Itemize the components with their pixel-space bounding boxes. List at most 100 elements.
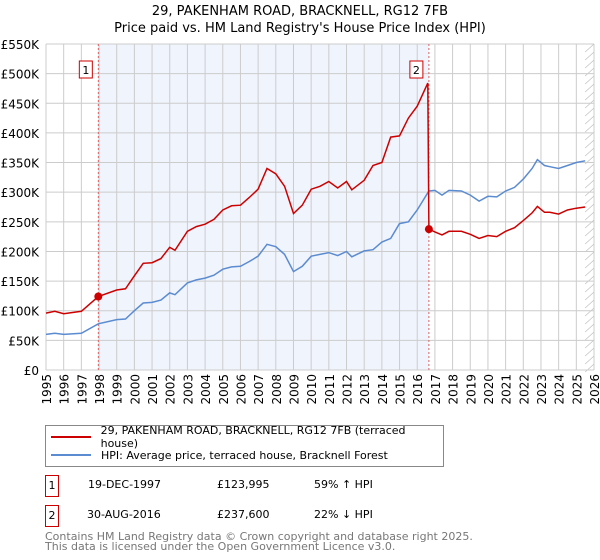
x-tick-label: 2014 — [376, 374, 390, 405]
x-tick-label: 2022 — [517, 374, 531, 405]
y-tick-label: £50K — [8, 334, 40, 348]
y-tick-label: £150K — [1, 275, 41, 289]
x-tick-label: 2002 — [164, 374, 178, 405]
forecast-region — [585, 44, 594, 370]
y-tick-label: £100K — [1, 305, 41, 319]
sale-price: £237,600 — [217, 508, 270, 521]
x-tick-label: 2000 — [128, 374, 142, 405]
hatch-line — [584, 83, 595, 93]
price-paid-line — [45, 82, 586, 315]
x-tick-label: 2003 — [181, 374, 195, 405]
legend-label: 29, PAKENHAM ROAD, BRACKNELL, RG12 7FB (… — [100, 424, 406, 450]
sale-date: 19-DEC-1997 — [88, 478, 162, 491]
hatch-line — [584, 43, 595, 53]
annotation-label: 2 — [413, 64, 420, 77]
sale-hpi: 22% ↓ HPI — [314, 508, 373, 521]
x-tick-label: 2001 — [146, 374, 160, 405]
hatch-line — [584, 171, 595, 181]
y-tick-label: £200K — [1, 245, 41, 259]
x-tick-label: 1996 — [58, 374, 72, 405]
hatch-line — [584, 99, 595, 109]
legend-item-hpi: HPI: Average price, terraced house, Brac… — [51, 446, 388, 464]
x-tick-label: 2009 — [287, 374, 301, 405]
x-tick-label: 2004 — [199, 374, 213, 405]
hatch-line — [584, 331, 595, 341]
x-tick-label: 2020 — [482, 374, 496, 405]
hatch-line — [584, 163, 595, 173]
hatch-line — [584, 291, 595, 301]
hatch-line — [584, 227, 595, 237]
sale-marker: 2 — [45, 505, 59, 527]
sale-row: 1 19-DEC-1997 £123,995 59% ↑ HPI — [45, 475, 545, 497]
hatch-line — [584, 147, 595, 157]
y-tick-label: £500K — [1, 68, 41, 82]
sale-date: 30-AUG-2016 — [87, 508, 161, 521]
x-tick-label: 2013 — [358, 374, 372, 405]
hatch-line — [584, 259, 595, 269]
annotation-box-1 — [78, 60, 93, 79]
y-tick-label: £550K — [1, 38, 41, 52]
hatch-line — [584, 315, 595, 325]
x-tick-label: 2005 — [217, 374, 231, 405]
hatch-line — [584, 203, 595, 213]
x-tick-label: 2017 — [429, 374, 443, 405]
footer-licence: This data is licensed under the Open Gov… — [45, 540, 396, 553]
hatch-line — [584, 51, 595, 61]
hatch-line — [584, 347, 595, 357]
x-tick-label: 2024 — [553, 374, 567, 405]
hatch-line — [584, 323, 595, 333]
x-tick-label: 2025 — [570, 374, 584, 405]
x-tick-label: 1995 — [40, 374, 54, 405]
x-tick-label: 2011 — [323, 374, 337, 405]
hpi-line — [45, 158, 586, 336]
sale-marker: 1 — [45, 475, 59, 497]
x-tick-label: 2010 — [305, 374, 319, 405]
hatch-line — [584, 355, 595, 365]
hatch-line — [584, 363, 595, 373]
x-tick-label: 2018 — [447, 374, 461, 405]
hatch-line — [584, 179, 595, 189]
hatch-line — [584, 283, 595, 293]
sale-point-1 — [94, 292, 103, 301]
sale-hpi: 59% ↑ HPI — [314, 478, 373, 491]
y-tick-label: £450K — [1, 97, 41, 111]
chart-title: 29, PAKENHAM ROAD, BRACKNELL, RG12 7FB — [151, 4, 449, 19]
sale-row: 2 30-AUG-2016 £237,600 22% ↓ HPI — [45, 505, 545, 527]
hatch-line — [584, 251, 595, 261]
hatch-line — [584, 243, 595, 253]
x-tick-label: 2015 — [394, 374, 408, 405]
owned-period-shade — [98, 44, 429, 370]
legend-swatch-blue — [51, 454, 91, 456]
hatch-line — [584, 123, 595, 133]
price-chart: 1995 1996 1997 1998 1999 2000 2001 2002 2003 2004… — [1, 38, 600, 405]
hatch-line — [584, 299, 595, 309]
hatch-line — [584, 67, 595, 77]
annotation-label: 1 — [82, 64, 89, 77]
hatch-line — [584, 91, 595, 101]
y-tick-label: £0 — [24, 364, 39, 378]
annotation-box-2 — [409, 60, 424, 79]
hatch-line — [584, 115, 595, 125]
hatch-line — [584, 75, 595, 85]
x-tick-label: 1999 — [111, 374, 125, 405]
x-tick-label: 1997 — [75, 374, 89, 405]
x-tick-label: 2021 — [500, 374, 514, 405]
hatch-line — [584, 235, 595, 245]
y-tick-label: £400K — [1, 127, 41, 141]
hatch-line — [584, 307, 595, 317]
legend: 29, PAKENHAM ROAD, BRACKNELL, RG12 7FB (… — [45, 424, 444, 467]
legend-item-property: 29, PAKENHAM ROAD, BRACKNELL, RG12 7FB (… — [51, 424, 443, 450]
legend-label: HPI: Average price, terraced house, Brac… — [101, 448, 388, 462]
hatch-line — [584, 139, 595, 149]
x-tick-label: 2026 — [588, 374, 600, 405]
x-tick-label: 2016 — [411, 374, 425, 405]
sale-point-2 — [424, 225, 433, 234]
y-tick-label: £250K — [1, 216, 41, 230]
hatch-line — [584, 275, 595, 285]
chart-subtitle: Price paid vs. HM Land Registry's House … — [114, 21, 486, 36]
footer-copyright: Contains HM Land Registry data © Crown c… — [45, 530, 473, 543]
sale-price: £123,995 — [217, 478, 270, 491]
hatch-line — [584, 195, 595, 205]
hatch-line — [584, 339, 595, 349]
y-tick-label: £300K — [1, 186, 41, 200]
